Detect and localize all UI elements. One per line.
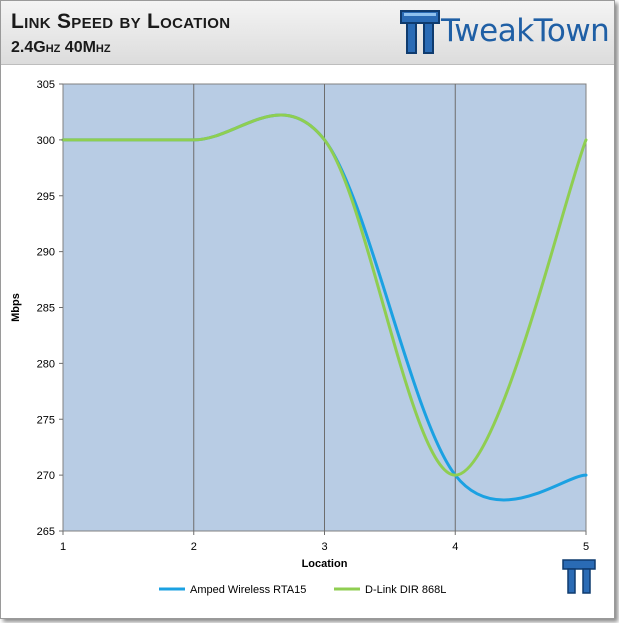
x-tick-label: 2	[191, 541, 197, 553]
legend-label: Amped Wireless RTA15	[190, 584, 306, 596]
y-tick-label: 300	[37, 135, 55, 147]
y-tick-label: 285	[37, 303, 55, 315]
y-axis-label: Mbps	[10, 293, 22, 322]
tweaktown-icon	[400, 10, 440, 54]
line-chart: 265 270 275 280 285 290 295 300 305 1 2 3 4 5 Locati…	[10, 79, 596, 596]
brand-logo: TweakTown	[399, 7, 610, 57]
x-tick-label: 5	[583, 541, 589, 553]
brand-name: TweakTown	[441, 13, 610, 49]
y-tick-label: 305	[37, 79, 55, 91]
chart-title: Link Speed by Location	[11, 10, 231, 33]
x-tick-label: 1	[60, 541, 66, 553]
x-tick-label: 4	[452, 541, 458, 553]
chart-subtitle: 2.4Ghz 40Mhz	[11, 39, 111, 56]
y-tick-label: 265	[37, 526, 55, 538]
legend-label: D-Link DIR 868L	[365, 584, 446, 596]
y-tick-label: 270	[37, 470, 55, 482]
x-axis-label: Location	[302, 558, 348, 570]
x-tick-label: 3	[321, 541, 327, 553]
y-tick-label: 275	[37, 414, 55, 426]
y-tick-label: 280	[37, 358, 55, 370]
chart-header: Link Speed by Location 2.4Ghz 40Mhz Twea…	[1, 1, 614, 65]
tweaktown-watermark-icon	[562, 559, 596, 594]
y-tick-label: 290	[37, 247, 55, 259]
series-line-2	[61, 113, 588, 477]
legend: Amped Wireless RTA15 D-Link DIR 868L	[159, 584, 446, 596]
y-tick-label: 295	[37, 191, 55, 203]
